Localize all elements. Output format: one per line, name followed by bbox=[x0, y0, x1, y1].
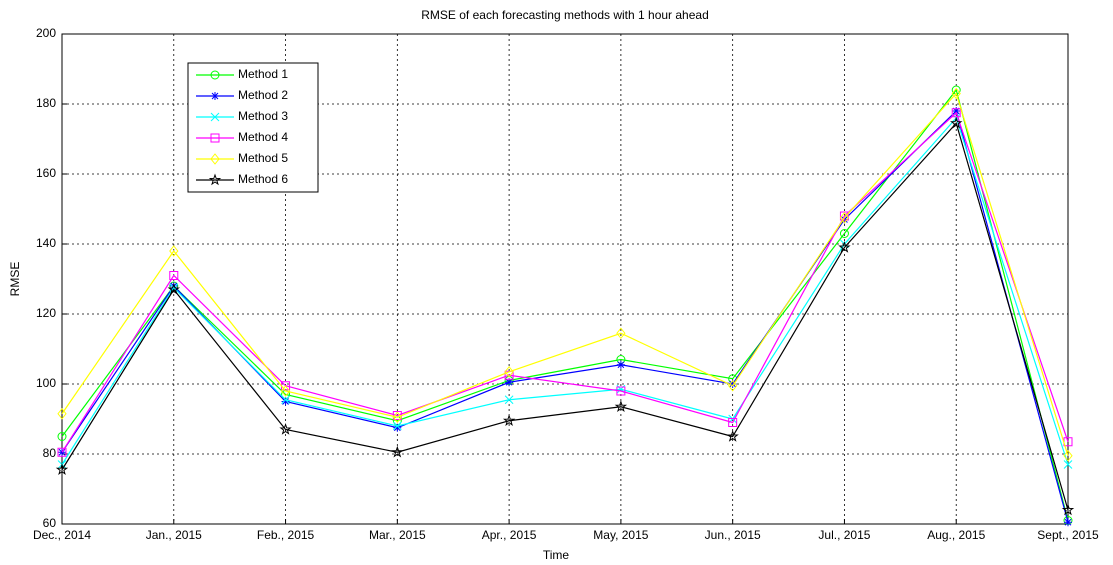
data-point bbox=[614, 400, 628, 413]
data-point bbox=[728, 418, 738, 427]
legend-marker bbox=[208, 173, 222, 186]
y-tick-label: 120 bbox=[36, 306, 56, 320]
data-point bbox=[950, 116, 963, 129]
data-point bbox=[281, 397, 290, 406]
data-point bbox=[616, 327, 626, 340]
legend-label: Method 3 bbox=[238, 109, 288, 123]
y-tick-label: 80 bbox=[43, 446, 57, 460]
y-axis-label: RMSE bbox=[8, 262, 22, 297]
data-point bbox=[57, 432, 67, 441]
legend-label: Method 6 bbox=[238, 172, 288, 186]
legend-label: Method 4 bbox=[238, 130, 288, 144]
data-point bbox=[280, 385, 291, 397]
data-point bbox=[57, 447, 67, 457]
x-tick-label: Aug., 2015 bbox=[927, 528, 985, 542]
data-point bbox=[393, 423, 402, 432]
x-tick-label: Sept., 2015 bbox=[1037, 528, 1099, 542]
data-point bbox=[392, 411, 402, 424]
legend-label: Method 5 bbox=[238, 151, 288, 165]
legend-label: Method 2 bbox=[238, 88, 288, 102]
y-tick-label: 60 bbox=[43, 516, 57, 530]
data-point bbox=[504, 365, 514, 378]
y-tick-label: 180 bbox=[36, 96, 56, 110]
y-tick-label: 160 bbox=[36, 166, 56, 180]
series-line bbox=[61, 122, 1069, 511]
plot-frame bbox=[61, 33, 1069, 525]
data-point bbox=[1064, 518, 1072, 527]
data-point bbox=[504, 395, 514, 405]
chart-title: RMSE of each forecasting methods with 1 … bbox=[421, 8, 709, 22]
y-tick-label: 140 bbox=[36, 236, 56, 250]
data-point bbox=[505, 378, 514, 387]
data-point bbox=[838, 240, 851, 253]
legend-marker bbox=[210, 153, 220, 165]
data-point bbox=[616, 386, 626, 396]
x-tick-label: Jul., 2015 bbox=[818, 528, 870, 542]
data-point bbox=[1063, 460, 1073, 469]
y-tick-label: 100 bbox=[36, 376, 56, 390]
data-point bbox=[1061, 503, 1075, 516]
legend-marker bbox=[210, 70, 220, 80]
data-point bbox=[726, 429, 739, 442]
x-tick-label: Jan., 2015 bbox=[146, 528, 202, 542]
legend-marker bbox=[211, 92, 219, 100]
series-line bbox=[61, 88, 1069, 521]
data-point bbox=[502, 414, 516, 427]
x-axis-label: Time bbox=[543, 548, 570, 562]
data-point bbox=[1063, 516, 1073, 525]
data-point bbox=[952, 107, 961, 115]
data-point bbox=[55, 463, 69, 476]
legend-box bbox=[187, 62, 319, 193]
data-point bbox=[728, 380, 737, 388]
data-point bbox=[281, 395, 290, 405]
data-point bbox=[616, 360, 625, 369]
data-point bbox=[279, 422, 292, 435]
data-point bbox=[951, 108, 961, 118]
data-point bbox=[392, 421, 402, 431]
data-point bbox=[1063, 449, 1073, 462]
series-line bbox=[61, 92, 1069, 456]
data-point bbox=[57, 407, 67, 420]
legend-marker bbox=[210, 112, 220, 122]
x-tick-label: May, 2015 bbox=[593, 528, 648, 542]
data-point bbox=[951, 85, 961, 95]
data-point bbox=[728, 379, 738, 392]
x-tick-label: Feb., 2015 bbox=[257, 528, 315, 542]
x-tick-label: Jun., 2015 bbox=[705, 528, 761, 542]
x-tick-label: Mar., 2015 bbox=[369, 528, 426, 542]
data-point bbox=[281, 381, 291, 391]
x-tick-label: Dec., 2014 bbox=[33, 528, 91, 542]
data-point bbox=[951, 87, 961, 100]
series-line bbox=[61, 111, 1069, 453]
data-point bbox=[391, 445, 404, 458]
data-point bbox=[167, 282, 180, 295]
legend-label: Method 1 bbox=[238, 67, 288, 81]
data-point bbox=[839, 229, 849, 238]
legend-marker bbox=[210, 133, 220, 143]
data-point bbox=[169, 245, 179, 257]
data-point bbox=[169, 271, 179, 280]
data-point bbox=[169, 283, 179, 293]
series-line bbox=[61, 116, 1069, 465]
x-tick-label: Apr., 2015 bbox=[482, 528, 537, 542]
data-point bbox=[839, 211, 850, 224]
y-tick-label: 200 bbox=[36, 26, 56, 40]
